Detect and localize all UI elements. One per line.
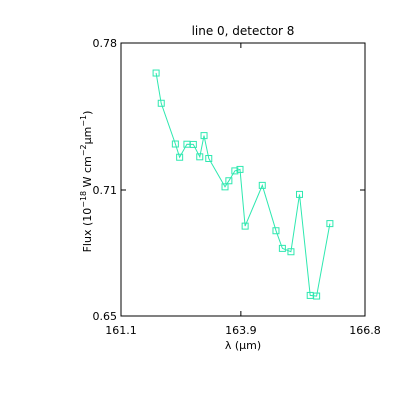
x-axis-label: λ (μm) <box>225 339 261 352</box>
data-point-marker <box>326 220 334 228</box>
y-axis-label-superscript: −18 <box>79 191 88 208</box>
data-point-marker <box>287 248 295 256</box>
data-point-marker <box>241 222 249 230</box>
y-tick-label: 0.71 <box>93 184 118 197</box>
y-axis-label-text: μm <box>81 127 94 145</box>
data-point-marker <box>152 69 160 77</box>
data-point-marker <box>313 292 321 300</box>
y-axis-label-text: Flux (10 <box>81 208 94 253</box>
chart-title: line 0, detector 8 <box>192 24 295 38</box>
y-tick-label: 0.78 <box>93 37 118 50</box>
data-point-marker <box>236 165 244 173</box>
y-axis-label-superscript: −2 <box>79 144 88 156</box>
series-line <box>155 72 331 297</box>
data-point-marker <box>221 183 229 191</box>
data-point-marker <box>296 190 304 198</box>
y-axis-label-text: ) <box>81 111 94 115</box>
x-tick-label: 161.1 <box>105 324 137 337</box>
y-axis-label: Flux (10−18 W cm−2μm−1) <box>79 111 94 253</box>
x-tick-label: 166.8 <box>349 324 381 337</box>
data-point-marker <box>278 244 286 252</box>
data-point-marker <box>196 153 204 161</box>
data-point-marker <box>200 132 208 140</box>
data-point-marker <box>176 153 184 161</box>
data-point-marker <box>157 99 165 107</box>
data-point-marker <box>205 155 213 162</box>
data-point-marker <box>189 140 197 148</box>
data-point-marker <box>258 181 266 189</box>
x-tick-label: 163.9 <box>225 324 257 337</box>
plot-frame <box>120 42 366 317</box>
y-axis-label-text: W cm <box>81 156 94 191</box>
data-point-marker <box>231 167 239 175</box>
y-tick-label: 0.65 <box>93 310 118 323</box>
data-point-marker <box>171 140 179 148</box>
data-point-marker <box>225 177 233 185</box>
y-axis-label-superscript: −1 <box>79 115 88 127</box>
data-point-marker <box>272 227 280 235</box>
